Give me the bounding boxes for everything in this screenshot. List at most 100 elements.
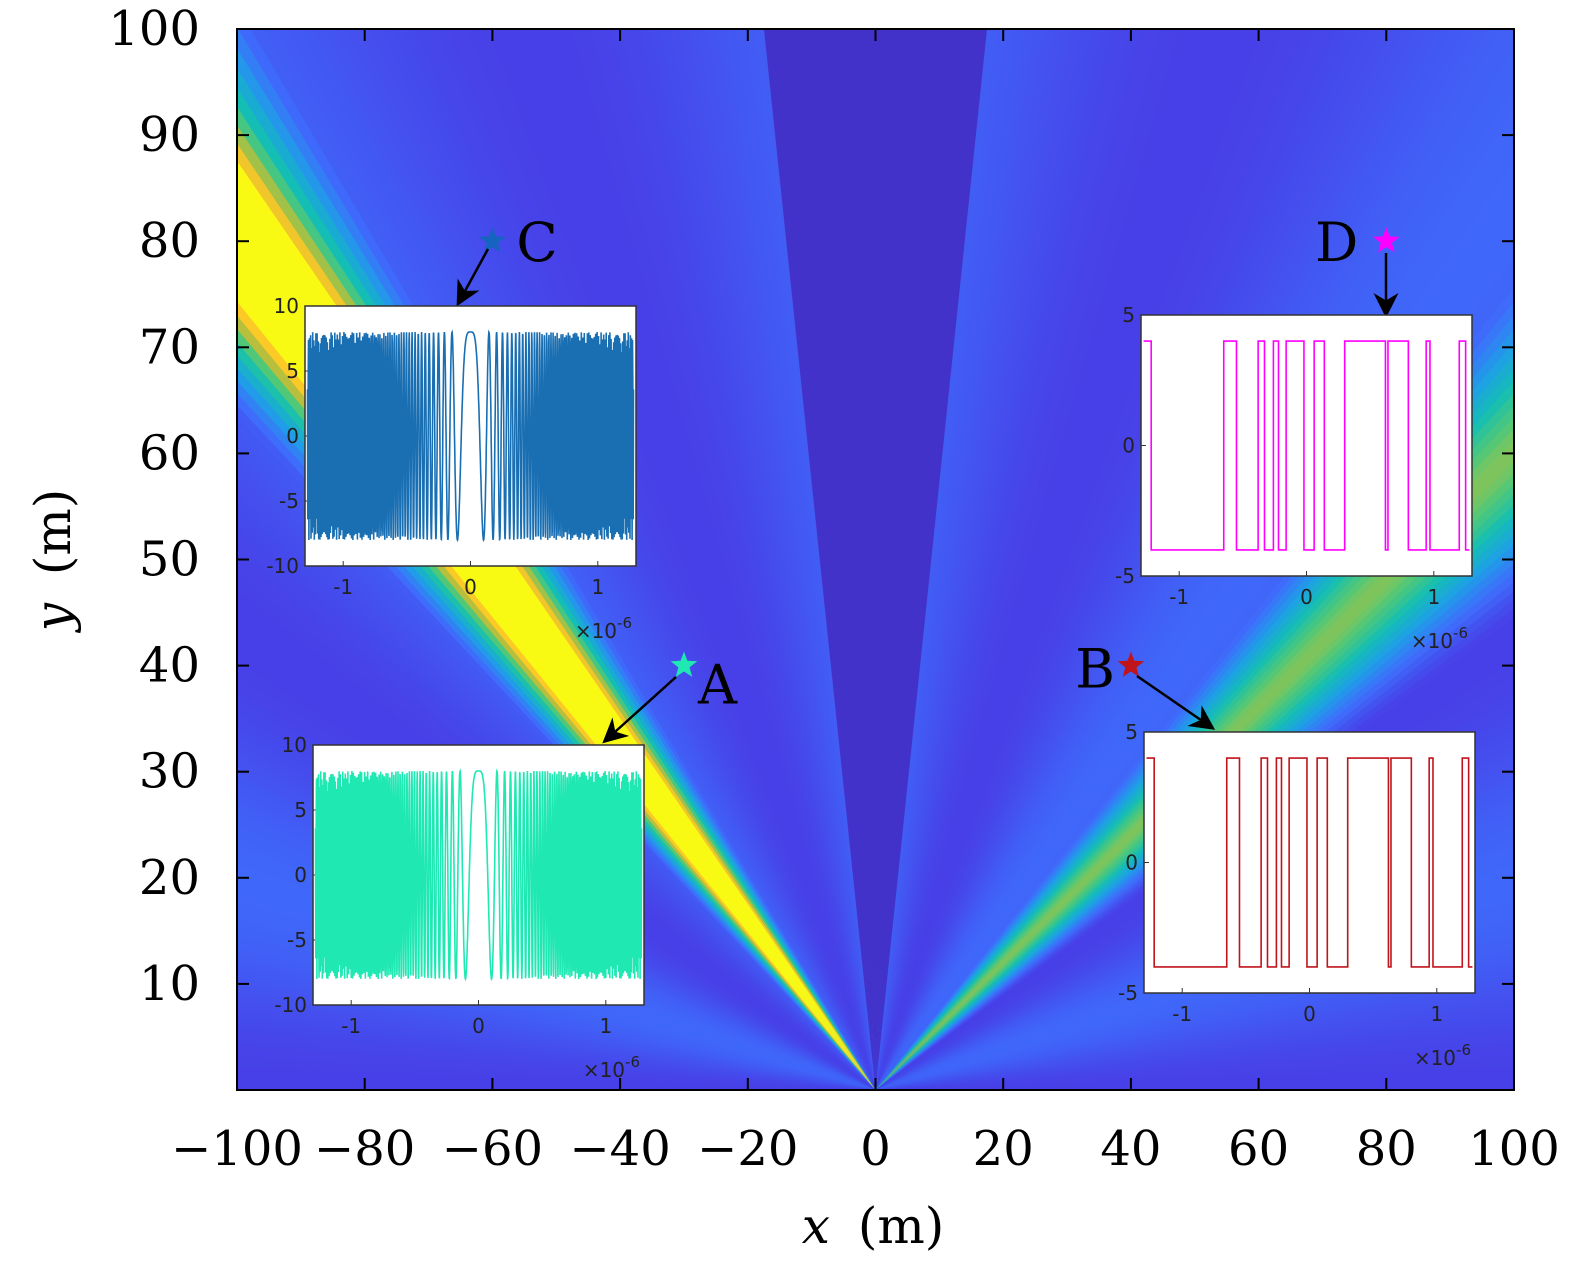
inset-y-tick-label: -5 [1118, 981, 1138, 1005]
heatmap-wedge [875, 930, 1514, 1090]
x-tick-label: −40 [569, 1121, 670, 1177]
heatmap-wedge [688, 29, 876, 1090]
x-axis-label: x (m) [802, 1197, 945, 1255]
inset-y-tick-label: 10 [282, 733, 307, 757]
inset-y-tick-label: 5 [1122, 303, 1135, 327]
inset-y-tick-label: 0 [1125, 851, 1138, 875]
inset-x-exponent: ×10-6 [575, 614, 632, 643]
point-label-b: B [1075, 638, 1115, 701]
inset-x-exponent-power: -6 [625, 1053, 640, 1071]
y-tick-label: 50 [139, 532, 200, 588]
heatmap-wedge [403, 29, 876, 1090]
heatmap-wedge [763, 29, 876, 1090]
inset-x-tick-label: 0 [464, 575, 477, 599]
heatmap-wedge [754, 29, 876, 1090]
inset-x-exponent-power: -6 [1456, 1041, 1471, 1059]
inset-x-exponent-base: ×10 [1411, 629, 1453, 653]
point-label-c: C [516, 211, 557, 274]
y-tick-label: 40 [139, 638, 200, 694]
heatmap-wedge [540, 29, 876, 1090]
heatmap-wedge [782, 29, 876, 1090]
inset-x-tick-label: -1 [1172, 1002, 1192, 1026]
inset-x-tick-label: 1 [591, 575, 604, 599]
heatmap-wedge [446, 29, 876, 1090]
inset-y-tick-label: 0 [1122, 434, 1135, 458]
point-label-a: A [697, 654, 738, 717]
y-axis-label: y (m) [24, 489, 82, 634]
inset-x-exponent-power: -6 [1453, 624, 1468, 642]
inset-d: -1 0 1 -5 0 5 ×10-6 [1115, 303, 1473, 653]
y-tick-label: 60 [139, 425, 200, 481]
target-points: A B C D [479, 211, 1400, 717]
x-tick-label: −20 [697, 1121, 798, 1177]
heatmap-wedge [610, 29, 876, 1090]
inset-background [1143, 731, 1476, 994]
inset-y-tick-label: 5 [1125, 720, 1138, 744]
y-tick-label: 10 [139, 956, 200, 1012]
inset-x-exponent: ×10-6 [1411, 624, 1468, 653]
heatmap-wedge [856, 29, 876, 1090]
heatmap-wedge [875, 1028, 1514, 1090]
x-tick-label: −80 [314, 1121, 415, 1177]
inset-signal-line [1146, 757, 1473, 968]
inset-x-tick-label: 1 [1430, 1002, 1443, 1026]
inset-y-tick-label: -5 [287, 928, 307, 952]
inset-y-tick-label: 0 [286, 424, 299, 448]
inset-y-tick-label: 0 [294, 863, 307, 887]
heatmap-wedge [875, 948, 1514, 1090]
point-marker-a [670, 651, 698, 677]
heatmap-wedge [875, 1050, 1514, 1090]
arrow-c [456, 248, 490, 307]
inset-y-tick-label: -10 [274, 993, 307, 1017]
y-tick-label: 90 [139, 107, 200, 163]
inset-x-tick-label: 0 [1303, 1002, 1316, 1026]
y-tick-label: 30 [139, 744, 200, 800]
heatmap-wedge [875, 983, 1514, 1090]
heatmap-wedge [875, 876, 1514, 1090]
y-tick-label: 70 [139, 319, 200, 375]
point-marker-c [479, 227, 506, 253]
x-tick-label: 80 [1356, 1121, 1417, 1177]
heatmap-wedge [875, 29, 906, 1090]
arrow-b [1136, 674, 1216, 730]
inset-x-tick-label: -1 [1169, 585, 1189, 609]
heatmap-wedge [875, 227, 1514, 1090]
x-axis-unit: (m) [858, 1197, 944, 1255]
inset-x-exponent: ×10-6 [1414, 1041, 1471, 1070]
heatmap-wedge [457, 29, 876, 1090]
x-tick-label: 40 [1100, 1121, 1161, 1177]
heatmap-wedge [237, 1083, 876, 1090]
arrow-a [602, 676, 677, 744]
heatmap-wedge [875, 960, 1514, 1090]
heatmap-wedge [847, 29, 876, 1090]
arrows [456, 248, 1399, 744]
heatmap-wedge [735, 29, 876, 1090]
heatmap-wedge [414, 29, 876, 1090]
y-tick-label: 20 [139, 850, 200, 906]
inset-x-exponent: ×10-6 [583, 1053, 640, 1082]
inset-x-exponent-base: ×10 [583, 1058, 625, 1082]
y-tick-label: 80 [139, 213, 200, 269]
inset-x-exponent-base: ×10 [575, 619, 617, 643]
heatmap-wedge [791, 29, 876, 1090]
heatmap-wedge [581, 29, 876, 1090]
inset-x-tick-label: 1 [599, 1014, 612, 1038]
inset-y-tick-label: 5 [294, 798, 307, 822]
heatmap-wedge [510, 29, 876, 1090]
inset-x-exponent-base: ×10 [1414, 1046, 1456, 1070]
x-tick-label: 60 [1228, 1121, 1289, 1177]
x-tick-label: 100 [1468, 1121, 1560, 1177]
inset-x-tick-label: 1 [1427, 585, 1440, 609]
inset-signal-line [314, 768, 643, 982]
x-tick-label: −60 [442, 1121, 543, 1177]
point-marker-d [1373, 227, 1400, 253]
heatmap-wedge [499, 29, 876, 1090]
heatmap-wedge [866, 29, 878, 1090]
heatmap-wedge [875, 894, 1514, 1090]
heatmap-wedge [875, 1005, 1514, 1090]
y-axis-var: y [24, 602, 82, 633]
heatmap-wedge [726, 29, 876, 1090]
heatmap-wedge [875, 882, 1514, 1090]
